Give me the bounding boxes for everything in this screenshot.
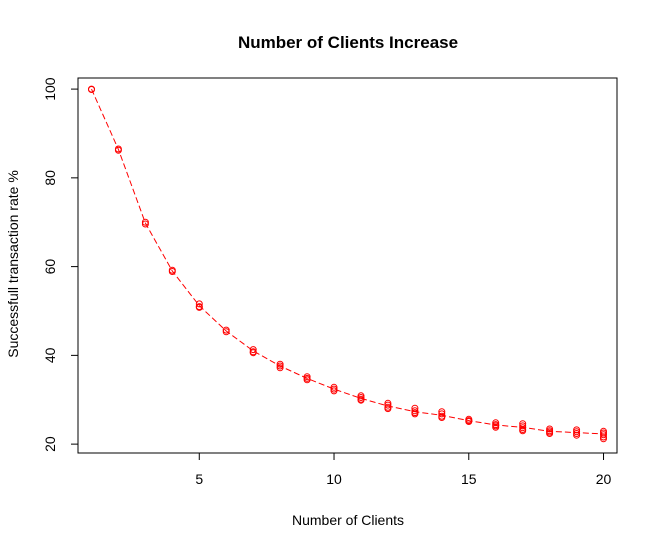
data-point — [249, 349, 257, 357]
data-point — [141, 220, 149, 228]
y-tick-label: 100 — [42, 77, 58, 101]
data-point — [330, 387, 338, 395]
data-point — [411, 410, 419, 418]
data-point — [519, 427, 527, 435]
data-point — [546, 430, 554, 437]
data-point — [465, 418, 473, 425]
data-point — [222, 328, 230, 336]
data-points-group — [88, 85, 607, 443]
data-point — [384, 401, 392, 409]
series-line-group — [91, 88, 604, 435]
y-tick-label: 80 — [42, 170, 58, 186]
data-point — [303, 376, 311, 384]
data-point — [357, 396, 365, 404]
x-tick-label: 10 — [326, 471, 342, 487]
data-point — [384, 405, 392, 413]
data-point — [88, 86, 95, 93]
data-point — [195, 303, 203, 311]
data-point — [492, 423, 500, 431]
y-tick-label: 20 — [42, 436, 58, 452]
x-axis-label: Number of Clients — [292, 512, 404, 528]
x-axis: 5 10 15 20 — [195, 452, 612, 487]
y-tick-label: 40 — [42, 347, 58, 363]
x-tick-label: 20 — [596, 471, 612, 487]
x-tick-label: 5 — [195, 471, 203, 487]
data-point — [600, 431, 607, 439]
data-point — [249, 346, 257, 354]
data-point — [114, 146, 122, 154]
y-axis: 20 40 60 80 100 — [42, 77, 79, 452]
y-axis-label: Successfull transaction rate % — [5, 170, 21, 358]
chart-title: Number of Clients Increase — [238, 33, 458, 52]
data-point — [276, 364, 284, 372]
data-point — [600, 435, 607, 443]
x-tick-label: 15 — [461, 471, 477, 487]
data-point — [438, 414, 446, 421]
data-point — [438, 410, 446, 418]
data-point — [168, 268, 176, 275]
data-point — [573, 431, 581, 439]
y-tick-label: 60 — [42, 259, 58, 275]
data-point — [195, 300, 203, 308]
series-line — [91, 88, 604, 435]
